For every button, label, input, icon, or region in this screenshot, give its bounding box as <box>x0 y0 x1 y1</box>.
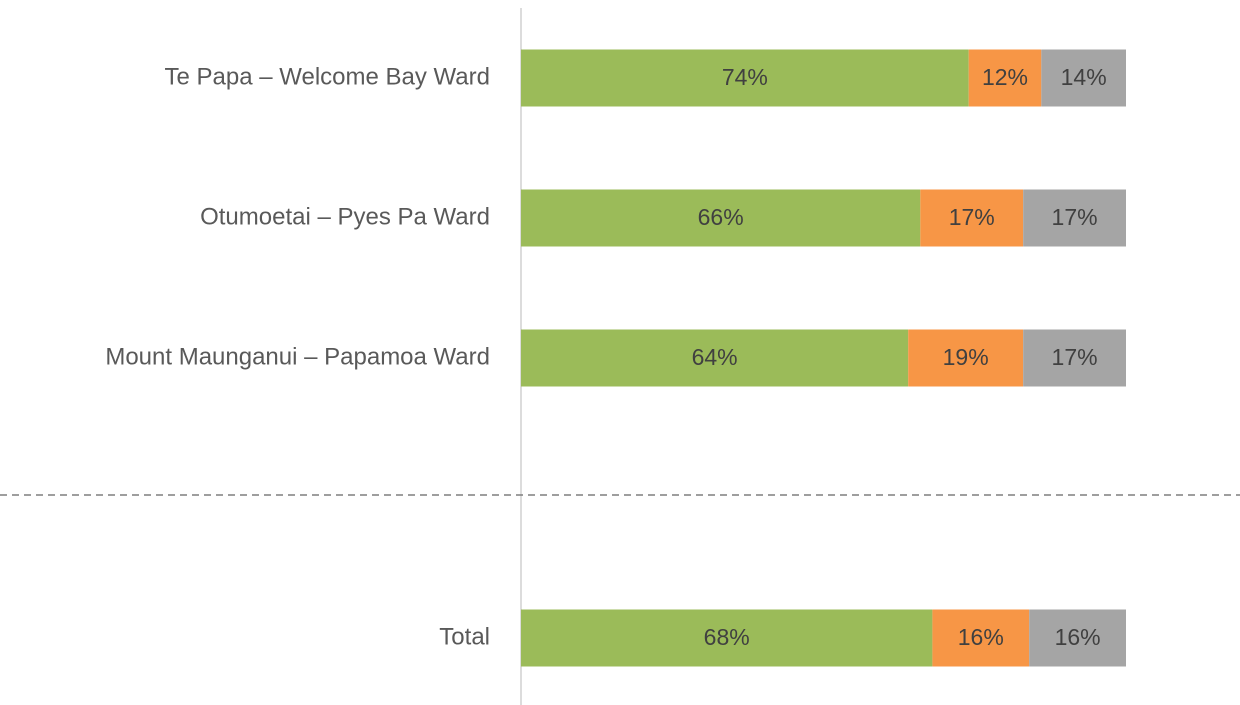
bar-segment <box>1023 189 1126 247</box>
bar-segment <box>521 609 933 667</box>
data-label: 12% <box>982 64 1028 90</box>
data-label: 16% <box>1055 624 1101 650</box>
bar-segment <box>521 329 909 387</box>
bar-segment <box>968 49 1042 107</box>
data-label: 16% <box>958 624 1004 650</box>
category-label: Otumoetai – Pyes Pa Ward <box>200 203 490 230</box>
bar-segment <box>932 609 1030 667</box>
bar-segment <box>1029 609 1126 667</box>
bar-segment <box>1023 329 1126 387</box>
data-label: 64% <box>692 344 738 370</box>
category-label: Total <box>439 623 490 650</box>
category-label: Mount Maunganui – Papamoa Ward <box>105 343 490 370</box>
data-label: 66% <box>698 204 744 230</box>
data-label: 17% <box>949 204 995 230</box>
data-label: 19% <box>943 344 989 370</box>
bar-segment <box>920 189 1024 247</box>
data-label: 14% <box>1061 64 1107 90</box>
bar-segment <box>521 189 921 247</box>
bar-segment <box>1041 49 1126 107</box>
data-label: 68% <box>704 624 750 650</box>
data-label: 17% <box>1052 344 1098 370</box>
data-label: 17% <box>1052 204 1098 230</box>
data-label: 74% <box>722 64 768 90</box>
bar-segment <box>908 329 1024 387</box>
bar-segment <box>521 49 969 107</box>
category-label: Te Papa – Welcome Bay Ward <box>165 63 490 90</box>
